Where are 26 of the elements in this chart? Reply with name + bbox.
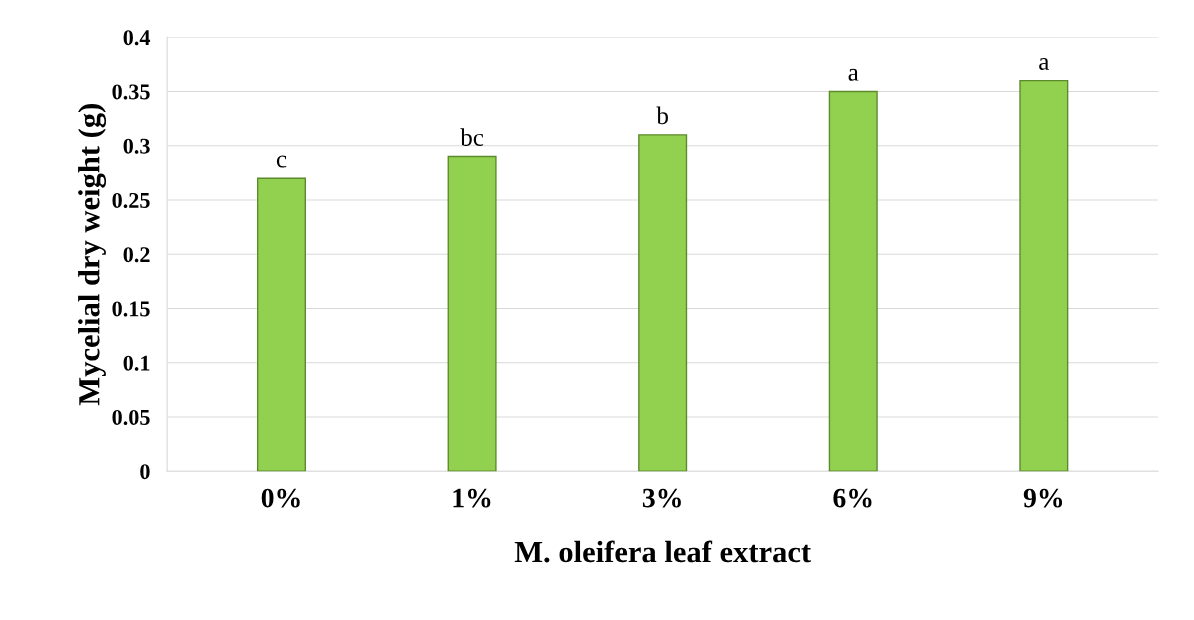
bar: [638, 134, 688, 472]
x-tick-label: 0%: [261, 488, 300, 508]
y-tick-label: 0.15: [112, 301, 150, 317]
y-tick-label: 0.25: [112, 192, 150, 208]
y-tick-label: 0: [140, 464, 150, 480]
bar: [447, 155, 497, 472]
x-tick-label: 1%: [453, 488, 491, 508]
y-tick-label: 0.35: [112, 84, 150, 100]
annotation: c: [276, 155, 287, 168]
x-tick-label: 3%: [642, 488, 681, 508]
annotation: a: [1039, 57, 1050, 70]
y-tick-label: 0.4: [123, 30, 151, 46]
y-axis-title: Mycelial dry weight (g): [78, 104, 107, 406]
annotation: bc: [460, 128, 484, 146]
annotation: a: [848, 68, 859, 81]
x-tick-label: 6%: [833, 488, 872, 508]
y-tick-label: 0.2: [123, 247, 150, 263]
y-tick-label: 0.05: [112, 409, 150, 425]
x-axis-title: M. oleifera leaf extract: [514, 540, 811, 563]
bar: [1019, 79, 1069, 472]
annotation: b: [656, 106, 668, 125]
x-tick-label: 9%: [1023, 488, 1063, 508]
bar: [828, 90, 878, 472]
bar: [256, 177, 307, 472]
y-tick-label: 0.1: [123, 355, 150, 371]
y-tick-label: 0.3: [123, 138, 150, 154]
